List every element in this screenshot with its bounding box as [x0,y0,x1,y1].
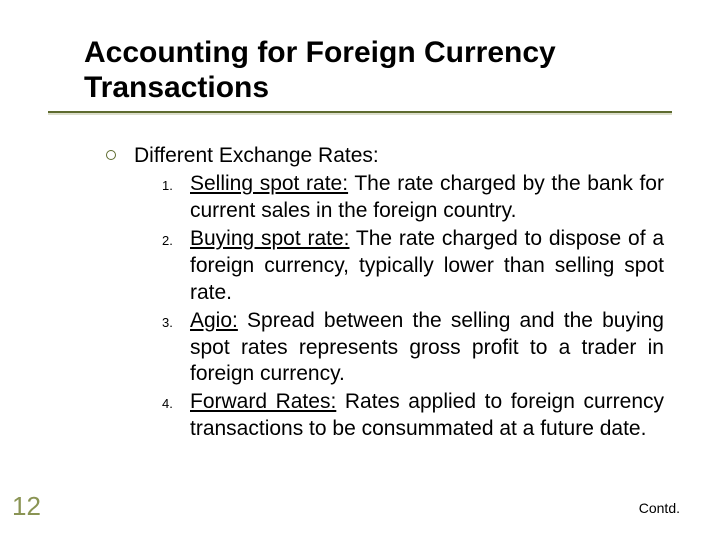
title-line-1: Accounting for Foreign Currency [84,36,556,69]
bullet-item: Different Exchange Rates: 1. Selling spo… [106,143,664,443]
title-line-2: Transactions [84,71,269,104]
list-number: 3. [162,315,190,330]
bullet-icon [106,150,116,160]
term: Agio: [190,309,238,332]
list-body: Buying spot rate: The rate charged to di… [190,226,664,307]
list-number: 4. [162,396,190,411]
list-item: 3. Agio: Spread between the selling and … [162,308,664,389]
page-number: 12 [12,491,41,522]
list-item: 4. Forward Rates: Rates applied to forei… [162,389,664,443]
numbered-list: 1. Selling spot rate: The rate charged b… [162,171,664,443]
content-area: Different Exchange Rates: 1. Selling spo… [106,143,664,443]
list-item: 2. Buying spot rate: The rate charged to… [162,226,664,307]
title-rule-shadow [48,113,672,115]
definition: Spread between the selling and the buyin… [190,309,664,386]
slide-title: Accounting for Foreign Currency Transact… [84,36,672,105]
slide: Accounting for Foreign Currency Transact… [0,0,720,540]
term: Buying spot rate: [190,227,350,250]
continued-label: Contd. [639,500,680,516]
list-number: 2. [162,233,190,248]
list-number: 1. [162,178,190,193]
term: Forward Rates: [190,390,336,413]
list-body: Selling spot rate: The rate charged by t… [190,171,664,225]
list-body: Agio: Spread between the selling and the… [190,308,664,389]
list-item: 1. Selling spot rate: The rate charged b… [162,171,664,225]
title-block: Accounting for Foreign Currency Transact… [84,36,672,105]
bullet-heading: Different Exchange Rates: [134,143,664,169]
list-body: Forward Rates: Rates applied to foreign … [190,389,664,443]
term: Selling spot rate: [190,172,348,195]
